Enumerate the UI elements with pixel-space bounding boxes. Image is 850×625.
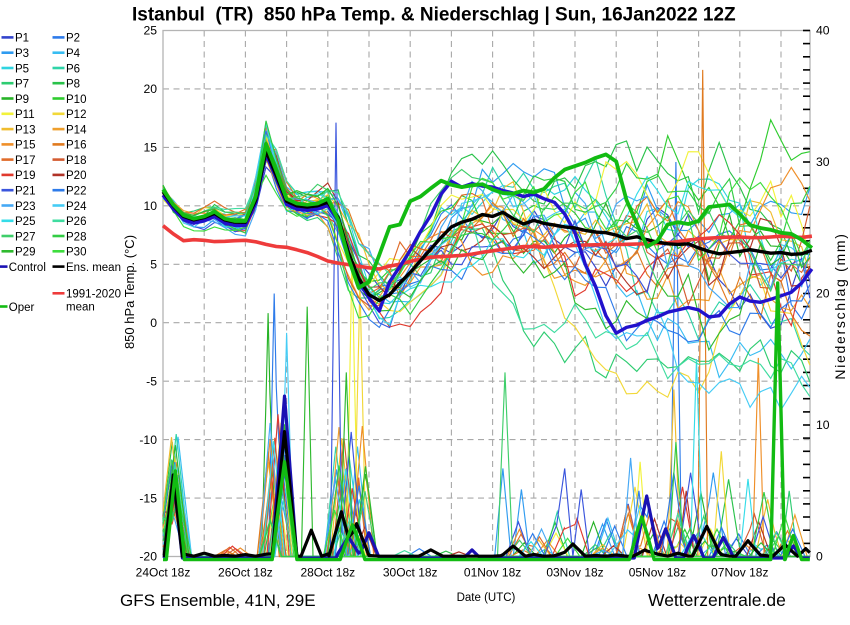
svg-text:P16: P16	[66, 140, 86, 152]
svg-text:-20: -20	[139, 550, 157, 564]
svg-text:28Oct 18z: 28Oct 18z	[300, 566, 355, 580]
svg-text:5: 5	[150, 258, 157, 272]
svg-text:10: 10	[816, 418, 830, 432]
svg-text:30Oct 18z: 30Oct 18z	[383, 566, 438, 580]
svg-text:P2: P2	[66, 33, 80, 45]
svg-text:0: 0	[150, 316, 157, 330]
svg-text:26Oct 18z: 26Oct 18z	[218, 566, 273, 580]
svg-text:P22: P22	[66, 186, 86, 198]
svg-text:-5: -5	[146, 374, 157, 388]
svg-text:P17: P17	[15, 155, 35, 167]
svg-text:P29: P29	[15, 247, 35, 259]
svg-text:-10: -10	[139, 433, 157, 447]
svg-text:Wetterzentrale.de: Wetterzentrale.de	[648, 590, 786, 610]
svg-text:20: 20	[816, 287, 830, 301]
svg-text:07Nov 18z: 07Nov 18z	[711, 566, 768, 580]
svg-text:05Nov 18z: 05Nov 18z	[629, 566, 686, 580]
svg-text:P8: P8	[66, 79, 80, 91]
svg-text:10: 10	[143, 199, 157, 213]
svg-text:P15: P15	[15, 140, 35, 152]
svg-text:850 hPa Temp. (°C): 850 hPa Temp. (°C)	[122, 235, 137, 349]
svg-text:03Nov 18z: 03Nov 18z	[546, 566, 603, 580]
svg-text:30: 30	[816, 155, 830, 169]
svg-text:01Nov 18z: 01Nov 18z	[464, 566, 521, 580]
svg-text:24Oct 18z: 24Oct 18z	[136, 566, 191, 580]
svg-text:Istanbul (TR) 850 hPa Temp.: Istanbul (TR) 850 hPa Temp. & Niederschl…	[132, 5, 736, 26]
svg-text:40: 40	[816, 24, 830, 38]
svg-text:20: 20	[143, 82, 157, 96]
svg-text:P14: P14	[66, 124, 87, 136]
svg-text:15: 15	[143, 141, 157, 155]
svg-text:-15: -15	[139, 491, 157, 505]
svg-text:P25: P25	[15, 216, 35, 228]
svg-text:Ens. mean: Ens. mean	[66, 262, 121, 274]
svg-text:mean: mean	[66, 301, 95, 313]
svg-text:25: 25	[143, 24, 157, 38]
svg-text:P24: P24	[66, 201, 87, 213]
svg-text:Niederschlag (mm): Niederschlag (mm)	[832, 232, 848, 379]
svg-text:P1: P1	[15, 33, 29, 45]
svg-text:P28: P28	[66, 231, 86, 243]
svg-text:P26: P26	[66, 216, 86, 228]
svg-text:P10: P10	[66, 94, 86, 106]
svg-text:0: 0	[816, 550, 823, 564]
svg-text:P18: P18	[66, 155, 86, 167]
svg-text:P19: P19	[15, 170, 35, 182]
svg-text:P12: P12	[66, 109, 86, 121]
svg-text:GFS Ensemble, 41N, 29E: GFS Ensemble, 41N, 29E	[120, 591, 316, 610]
svg-text:Date (UTC): Date (UTC)	[457, 592, 516, 604]
svg-text:Oper: Oper	[9, 302, 35, 314]
svg-text:P23: P23	[15, 201, 35, 213]
svg-text:P13: P13	[15, 124, 35, 136]
svg-text:Control: Control	[9, 262, 46, 274]
svg-text:P4: P4	[66, 48, 81, 60]
svg-text:P11: P11	[15, 109, 35, 121]
svg-text:P6: P6	[66, 63, 80, 75]
svg-text:P30: P30	[66, 247, 86, 259]
svg-text:P9: P9	[15, 94, 29, 106]
svg-text:P27: P27	[15, 231, 35, 243]
svg-text:P3: P3	[15, 48, 29, 60]
svg-text:P21: P21	[15, 186, 35, 198]
svg-text:P7: P7	[15, 79, 29, 91]
svg-text:P5: P5	[15, 63, 29, 75]
svg-text:1991-2020: 1991-2020	[66, 289, 121, 301]
svg-text:P20: P20	[66, 170, 86, 182]
